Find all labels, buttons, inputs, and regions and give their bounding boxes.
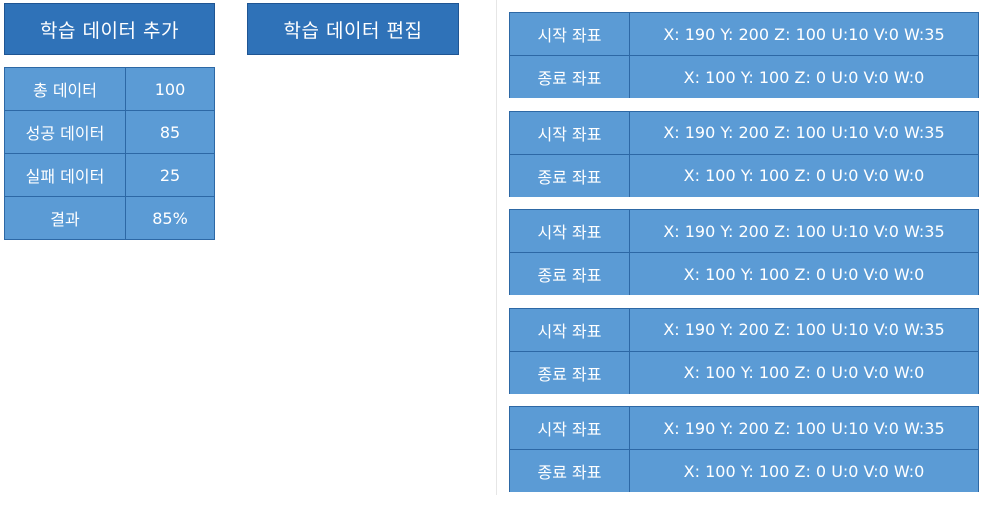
coordinate-entry[interactable]: 시작 좌표 X: 190 Y: 200 Z: 100 U:10 V:0 W:35… — [509, 209, 979, 295]
stats-row-success: 성공 데이터 85 — [4, 110, 215, 154]
coordinate-list: 시작 좌표 X: 190 Y: 200 Z: 100 U:10 V:0 W:35… — [509, 12, 979, 505]
stats-value: 100 — [125, 67, 215, 111]
edit-training-data-button[interactable]: 학습 데이터 편집 — [247, 3, 459, 55]
end-coordinate-row: 종료 좌표 X: 100 Y: 100 Z: 0 U:0 V:0 W:0 — [510, 252, 978, 295]
panel-divider — [496, 0, 497, 495]
stats-value: 25 — [125, 153, 215, 197]
end-coordinate-label: 종료 좌표 — [510, 253, 630, 295]
stats-row-failure: 실패 데이터 25 — [4, 153, 215, 197]
start-coordinate-row: 시작 좌표 X: 190 Y: 200 Z: 100 U:10 V:0 W:35 — [510, 210, 978, 252]
end-coordinate-row: 종료 좌표 X: 100 Y: 100 Z: 0 U:0 V:0 W:0 — [510, 153, 978, 197]
start-coordinate-row: 시작 좌표 X: 190 Y: 200 Z: 100 U:10 V:0 W:35 — [510, 308, 978, 351]
stats-label: 실패 데이터 — [4, 153, 126, 197]
end-coordinate-value: X: 100 Y: 100 Z: 0 U:0 V:0 W:0 — [683, 264, 925, 284]
start-coordinate-label: 시작 좌표 — [510, 407, 630, 449]
start-coordinate-label: 시작 좌표 — [510, 111, 630, 154]
stats-label: 총 데이터 — [4, 67, 126, 111]
stats-value: 85 — [125, 110, 215, 154]
add-training-data-button[interactable]: 학습 데이터 추가 — [4, 3, 215, 55]
end-coordinate-value: X: 100 Y: 100 Z: 0 U:0 V:0 W:0 — [683, 67, 925, 87]
stats-value: 85% — [125, 196, 215, 240]
start-coordinate-row: 시작 좌표 X: 190 Y: 200 Z: 100 U:10 V:0 W:35 — [510, 13, 978, 55]
start-coordinate-row: 시작 좌표 X: 190 Y: 200 Z: 100 U:10 V:0 W:35 — [510, 111, 978, 154]
coordinate-entry[interactable]: 시작 좌표 X: 190 Y: 200 Z: 100 U:10 V:0 W:35… — [509, 406, 979, 492]
end-coordinate-value: X: 100 Y: 100 Z: 0 U:0 V:0 W:0 — [683, 166, 925, 185]
stats-table: 총 데이터 100 성공 데이터 85 실패 데이터 25 결과 85% — [4, 67, 215, 240]
start-coordinate-label: 시작 좌표 — [510, 210, 630, 252]
end-coordinate-label: 종료 좌표 — [510, 154, 630, 197]
start-coordinate-row: 시작 좌표 X: 190 Y: 200 Z: 100 U:10 V:0 W:35 — [510, 407, 978, 449]
start-coordinate-value: X: 190 Y: 200 Z: 100 U:10 V:0 W:35 — [663, 221, 945, 241]
coordinate-entry[interactable]: 시작 좌표 X: 190 Y: 200 Z: 100 U:10 V:0 W:35… — [509, 307, 979, 394]
stats-row-result: 결과 85% — [4, 196, 215, 240]
start-coordinate-label: 시작 좌표 — [510, 13, 630, 55]
end-coordinate-label: 종료 좌표 — [510, 56, 630, 98]
end-coordinate-value: X: 100 Y: 100 Z: 0 U:0 V:0 W:0 — [683, 363, 925, 382]
start-coordinate-value: X: 190 Y: 200 Z: 100 U:10 V:0 W:35 — [663, 24, 945, 44]
end-coordinate-label: 종료 좌표 — [510, 450, 630, 492]
stats-label: 결과 — [4, 196, 126, 240]
end-coordinate-value: X: 100 Y: 100 Z: 0 U:0 V:0 W:0 — [683, 461, 925, 481]
start-coordinate-value: X: 190 Y: 200 Z: 100 U:10 V:0 W:35 — [663, 418, 945, 438]
coordinate-entry[interactable]: 시작 좌표 X: 190 Y: 200 Z: 100 U:10 V:0 W:35… — [509, 110, 979, 197]
stats-row-total: 총 데이터 100 — [4, 67, 215, 111]
start-coordinate-value: X: 190 Y: 200 Z: 100 U:10 V:0 W:35 — [663, 123, 945, 142]
coordinate-entry[interactable]: 시작 좌표 X: 190 Y: 200 Z: 100 U:10 V:0 W:35… — [509, 12, 979, 98]
end-coordinate-row: 종료 좌표 X: 100 Y: 100 Z: 0 U:0 V:0 W:0 — [510, 350, 978, 394]
start-coordinate-label: 시작 좌표 — [510, 308, 630, 351]
end-coordinate-label: 종료 좌표 — [510, 351, 630, 394]
end-coordinate-row: 종료 좌표 X: 100 Y: 100 Z: 0 U:0 V:0 W:0 — [510, 449, 978, 492]
start-coordinate-value: X: 190 Y: 200 Z: 100 U:10 V:0 W:35 — [663, 320, 945, 339]
stats-label: 성공 데이터 — [4, 110, 126, 154]
end-coordinate-row: 종료 좌표 X: 100 Y: 100 Z: 0 U:0 V:0 W:0 — [510, 55, 978, 98]
